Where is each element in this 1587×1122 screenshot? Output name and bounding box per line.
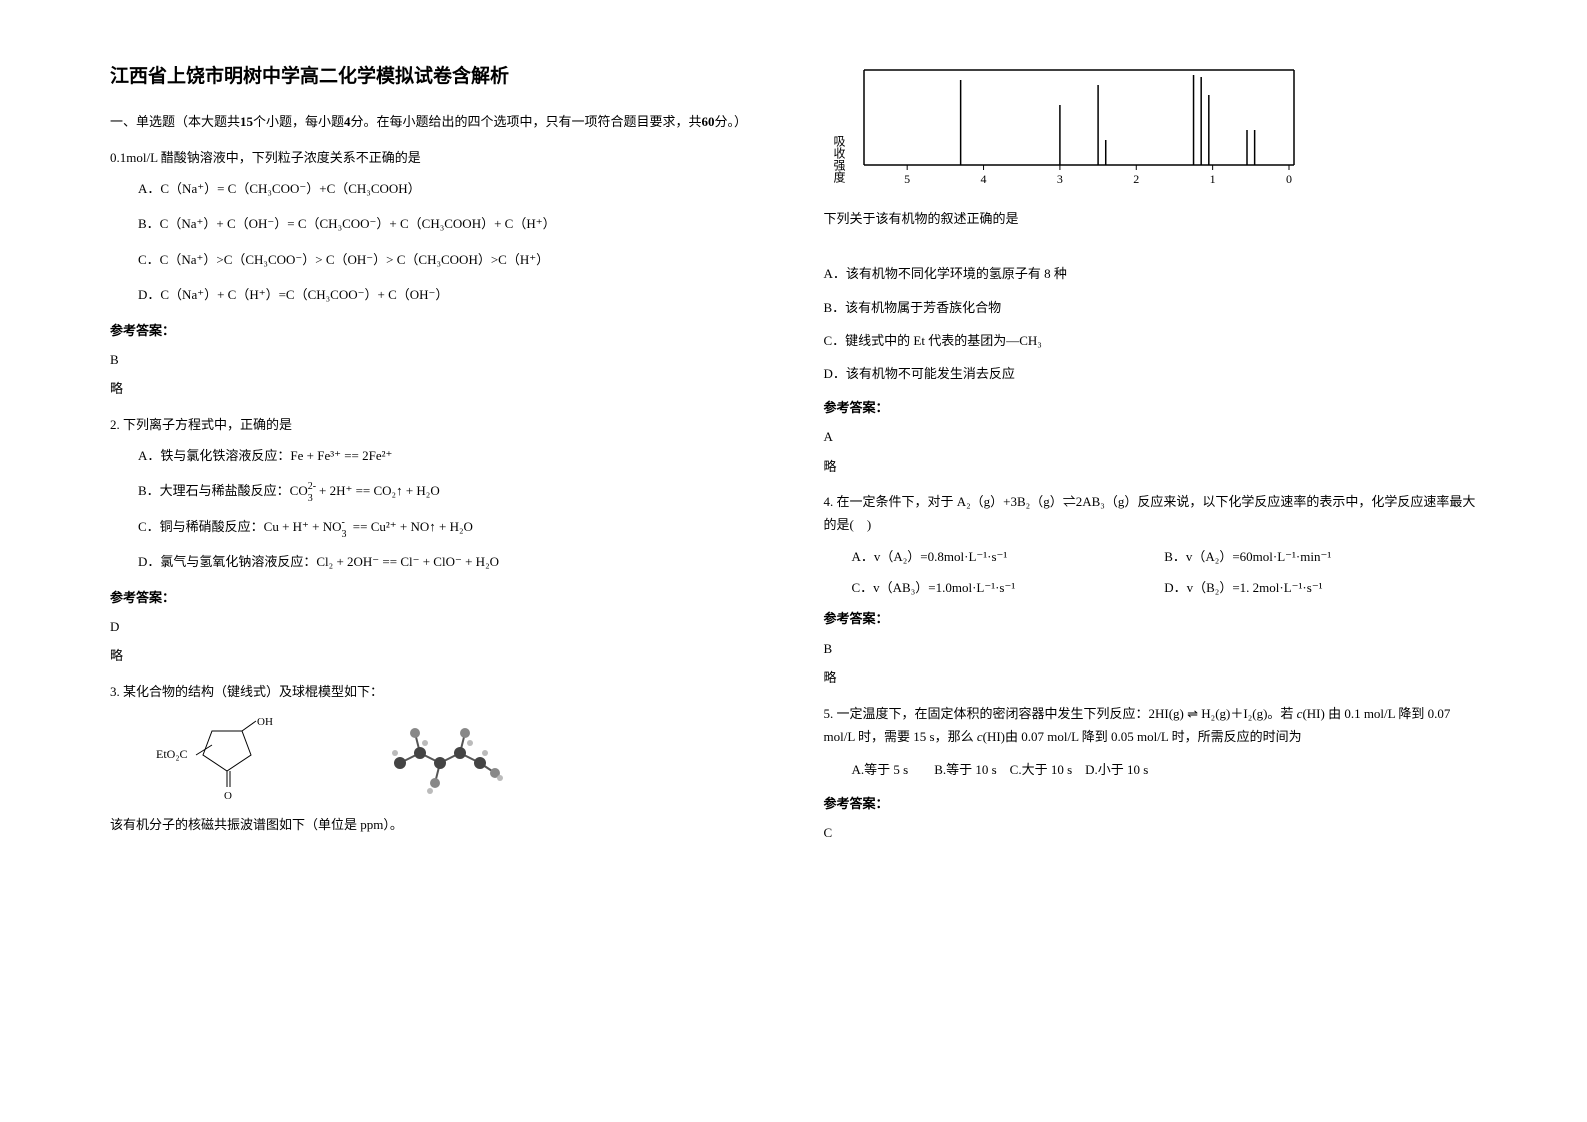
q5-answer-label: 参考答案： bbox=[824, 792, 1478, 815]
q3-answer-label: 参考答案： bbox=[824, 396, 1478, 419]
q3-option-d: D．该有机物不可能发生消去反应 bbox=[824, 362, 1478, 385]
q4-stem-prefix: 4. 在一定条件下，对于 A₂（g）+3B₂（g） bbox=[824, 494, 1063, 509]
question-1: 0.1mol/L 醋酸钠溶液中，下列粒子浓度关系不正确的是 A．C（Na⁺）= … bbox=[110, 146, 764, 401]
q2-answer-label: 参考答案： bbox=[110, 586, 764, 609]
q2-option-b: B．大理石与稀盐酸反应：CO2-3 + 2H⁺ == CO₂↑ + H₂O bbox=[138, 479, 764, 502]
q2c-prefix: C．铜与稀硝酸反应：Cu + H⁺ + NO bbox=[138, 519, 342, 534]
q5-p4: (HI)由 0.07 mol/L 降到 0.05 mol/L 时，所需反应的时间… bbox=[983, 729, 1302, 744]
svg-text:2: 2 bbox=[1133, 172, 1139, 186]
question-4: 4. 在一定条件下，对于 A₂（g）+3B₂（g）⇌2AB₃（g）反应来说，以下… bbox=[824, 490, 1478, 690]
q5-p1: 5. 一定温度下，在固定体积的密闭容器中发生下列反应：2HI(g) bbox=[824, 706, 1188, 721]
q4-option-d: D．v（B₂）=1. 2mol·L⁻¹·s⁻¹ bbox=[1164, 576, 1477, 599]
q1-answer: B bbox=[110, 348, 764, 371]
q1-stem: 0.1mol/L 醋酸钠溶液中，下列粒子浓度关系不正确的是 bbox=[110, 146, 764, 169]
q4-omit: 略 bbox=[824, 666, 1478, 689]
section-mid: 个小题，每小题 bbox=[253, 114, 344, 129]
q1-option-c: C．C（Na⁺）>C（CH₃COO⁻）> C（OH⁻）> C（CH₃COOH）>… bbox=[138, 248, 764, 271]
section-prefix: 一、单选题（本大题共 bbox=[110, 114, 240, 129]
q3-option-a: A．该有机物不同化学环境的氢原子有 8 种 bbox=[824, 262, 1478, 285]
q3-option-b: B．该有机物属于芳香族化合物 bbox=[824, 296, 1478, 319]
q2-answer: D bbox=[110, 615, 764, 638]
q1-option-a: A．C（Na⁺）= C（CH₃COO⁻）+C（CH₃COOH） bbox=[138, 177, 764, 200]
section-count: 15 bbox=[240, 114, 253, 129]
q2-option-c: C．铜与稀硝酸反应：Cu + H⁺ + NO-3 == Cu²⁺ + NO↑ +… bbox=[138, 515, 764, 538]
q2-option-d: D．氯气与氢氧化钠溶液反应：Cl₂ + 2OH⁻ == Cl⁻ + ClO⁻ +… bbox=[138, 550, 764, 573]
nmr-chart: 吸收强度 5 4 3 2 1 0 bbox=[824, 60, 1478, 197]
svg-text:吸收强度: 吸收强度 bbox=[832, 135, 846, 183]
q4-option-b: B．v（A₂）=60mol·L⁻¹·min⁻¹ bbox=[1164, 545, 1477, 568]
svg-text:O: O bbox=[224, 790, 232, 802]
section-suffix2: 分。） bbox=[715, 114, 748, 129]
q5-answer: C bbox=[824, 821, 1478, 844]
question-5: 5. 一定温度下，在固定体积的密闭容器中发生下列反应：2HI(g) ⇌ H₂(g… bbox=[824, 702, 1478, 845]
q1-option-b: B．C（Na⁺）+ C（OH⁻）= C（CH₃COO⁻）+ C（CH₃COOH）… bbox=[138, 212, 764, 235]
q3-omit: 略 bbox=[824, 455, 1478, 478]
svg-text:4: 4 bbox=[980, 172, 986, 186]
svg-text:3: 3 bbox=[1056, 172, 1062, 186]
svg-text:1: 1 bbox=[1209, 172, 1215, 186]
document-title: 江西省上饶市明树中学高二化学模拟试卷含解析 bbox=[110, 60, 764, 94]
q3-answer: A bbox=[824, 425, 1478, 448]
structural-formula-icon: EtO₂C OH O bbox=[150, 713, 290, 803]
question-2: 2. 下列离子方程式中，正确的是 A．铁与氯化铁溶液反应：Fe + Fe³⁺ =… bbox=[110, 413, 764, 668]
q5-stem: 5. 一定温度下，在固定体积的密闭容器中发生下列反应：2HI(g) ⇌ H₂(g… bbox=[824, 702, 1478, 749]
ball-stick-model-icon bbox=[370, 713, 520, 803]
svg-text:OH: OH bbox=[257, 716, 273, 728]
q2-option-a: A．铁与氯化铁溶液反应：Fe + Fe³⁺ == 2Fe²⁺ bbox=[138, 444, 764, 467]
q4-answer-label: 参考答案： bbox=[824, 607, 1478, 630]
q4-option-a: A．v（A₂）=0.8mol·L⁻¹·s⁻¹ bbox=[852, 545, 1165, 568]
q5-p2: H₂(g)＋I₂(g)。若 bbox=[1198, 706, 1297, 721]
q1-omit: 略 bbox=[110, 377, 764, 400]
q2-stem: 2. 下列离子方程式中，正确的是 bbox=[110, 413, 764, 436]
q3-desc-stem: 下列关于该有机物的叙述正确的是 bbox=[824, 207, 1478, 230]
q3-structures: EtO₂C OH O bbox=[150, 713, 764, 803]
q5-arrow-icon: ⇌ bbox=[1187, 706, 1198, 721]
q4-option-c: C．v（AB₃）=1.0mol·L⁻¹·s⁻¹ bbox=[852, 576, 1165, 599]
question-3: 3. 某化合物的结构（键线式）及球棍模型如下： EtO₂C OH O bbox=[110, 680, 764, 837]
svg-text:5: 5 bbox=[904, 172, 910, 186]
section-heading: 一、单选题（本大题共15个小题，每小题4分。在每小题给出的四个选项中，只有一项符… bbox=[110, 110, 764, 133]
q4-answer: B bbox=[824, 637, 1478, 660]
section-suffix1: 分。在每小题给出的四个选项中，只有一项符合题目要求，共 bbox=[351, 114, 702, 129]
q1-answer-label: 参考答案： bbox=[110, 319, 764, 342]
q1-option-d: D．C（Na⁺）+ C（H⁺）=C（CH₃COO⁻）+ C（OH⁻） bbox=[138, 283, 764, 306]
q3-stem: 3. 某化合物的结构（键线式）及球棍模型如下： bbox=[110, 680, 764, 703]
q2b-suffix: + 2H⁺ == CO₂↑ + H₂O bbox=[316, 483, 440, 498]
q5-options: A.等于 5 s B.等于 10 s C.大于 10 s D.小于 10 s bbox=[852, 758, 1478, 781]
left-column: 江西省上饶市明树中学高二化学模拟试卷含解析 一、单选题（本大题共15个小题，每小… bbox=[80, 60, 794, 1062]
q3-option-c: C．键线式中的 Et 代表的基团为—CH₃ bbox=[824, 329, 1478, 352]
svg-text:0: 0 bbox=[1286, 172, 1292, 186]
q4-arrow-icon: ⇌ bbox=[1063, 494, 1076, 509]
section-total: 60 bbox=[702, 114, 715, 129]
q3-nmr-caption: 该有机分子的核磁共振波谱图如下（单位是 ppm）。 bbox=[110, 813, 764, 836]
nmr-spectrum-icon: 吸收强度 5 4 3 2 1 0 bbox=[824, 60, 1304, 190]
q2c-suffix: == Cu²⁺ + NO↑ + H₂O bbox=[350, 519, 473, 534]
q2-omit: 略 bbox=[110, 644, 764, 667]
svg-text:EtO₂C: EtO₂C bbox=[156, 747, 188, 761]
right-column: 吸收强度 5 4 3 2 1 0 下列关于该有机物的叙述正确的是 A．该有机物不同化学环境… bbox=[794, 60, 1508, 1062]
q4-stem: 4. 在一定条件下，对于 A₂（g）+3B₂（g）⇌2AB₃（g）反应来说，以下… bbox=[824, 490, 1478, 537]
q2b-prefix: B．大理石与稀盐酸反应：CO bbox=[138, 483, 308, 498]
